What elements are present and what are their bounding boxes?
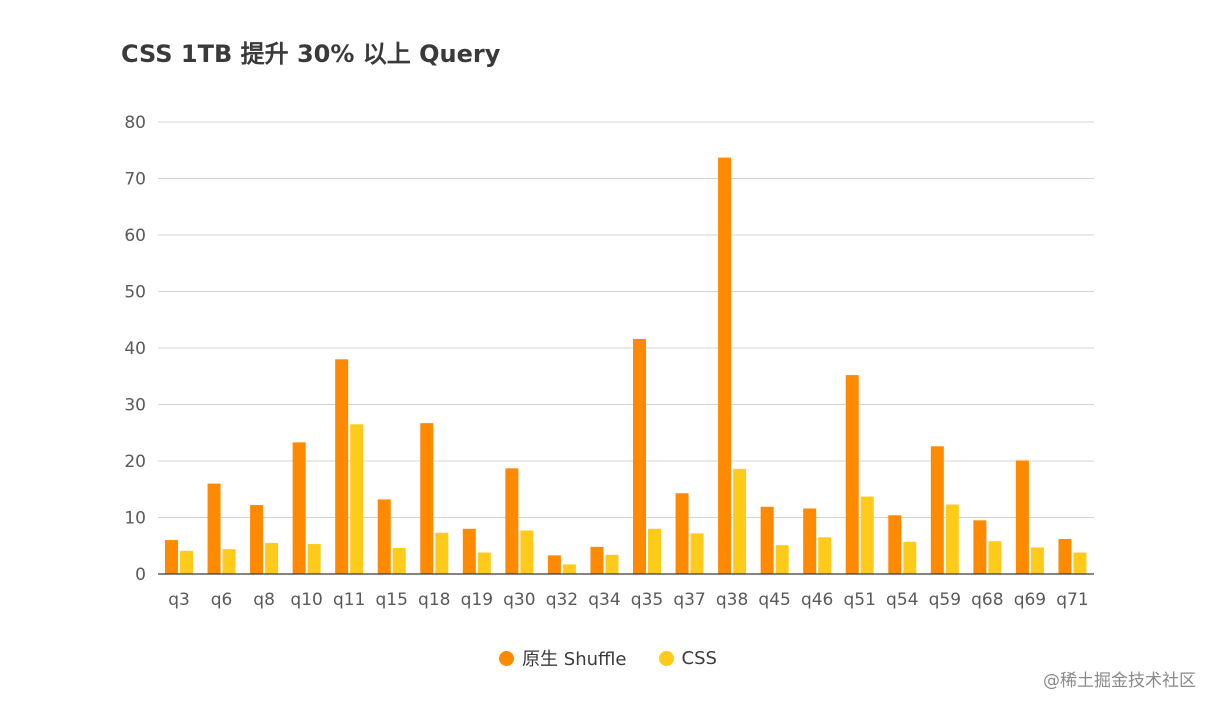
bar-series-2-q8 <box>265 542 279 574</box>
x-tick-label: q37 <box>673 590 705 610</box>
bar-series-1-q59 <box>930 446 944 574</box>
bar-series-2-q6 <box>222 549 236 574</box>
bar-series-1-q35 <box>633 338 646 574</box>
bar-series-2-q46 <box>818 537 832 574</box>
legend-item-series-2[interactable]: CSS <box>658 645 717 671</box>
bar-series-2-q71 <box>1073 552 1087 574</box>
bar-series-2-q34 <box>605 554 619 574</box>
bar-series-1-q45 <box>760 506 774 574</box>
bar-series-1-q6 <box>207 483 221 574</box>
bar-series-2-q51 <box>860 496 874 574</box>
bar-series-1-q15 <box>377 499 391 574</box>
y-tick-label: 70 <box>124 170 146 190</box>
x-tick-label: q71 <box>1056 590 1088 610</box>
y-tick-label: 0 <box>135 565 146 585</box>
x-tick-label: q8 <box>253 590 275 610</box>
bar-series-2-q59 <box>945 504 959 574</box>
bar-series-1-q30 <box>505 468 519 574</box>
bar-series-2-q69 <box>1030 547 1044 574</box>
watermark-text: @稀土掘金技术社区 <box>1043 671 1196 691</box>
x-tick-label: q6 <box>211 590 233 610</box>
x-tick-label: q51 <box>844 590 876 610</box>
bar-series-2-q32 <box>562 564 576 574</box>
bar-series-2-q38 <box>733 468 747 574</box>
bar-series-2-q68 <box>988 541 1002 574</box>
bar-series-2-q37 <box>690 533 704 574</box>
bar-series-1-q11 <box>335 359 349 574</box>
y-tick-label: 80 <box>124 113 146 133</box>
legend-item-series-1[interactable]: 原生 Shuffle <box>499 645 627 671</box>
bar-series-2-q11 <box>350 424 364 574</box>
bar-series-1-q3 <box>165 540 178 574</box>
x-tick-label: q69 <box>1014 590 1046 610</box>
bar-series-1-q34 <box>590 546 604 574</box>
y-tick-label: 60 <box>124 226 146 246</box>
bar-series-1-q38 <box>718 157 732 574</box>
chart-legend: 原生 Shuffle CSS <box>0 645 1216 671</box>
x-tick-label: q54 <box>886 590 918 610</box>
bar-series-1-q51 <box>845 375 859 574</box>
x-tick-label: q68 <box>971 590 1003 610</box>
bar-series-2-q15 <box>392 548 406 574</box>
bar-series-1-q68 <box>973 520 987 574</box>
bar-series-1-q71 <box>1058 538 1072 574</box>
y-tick-label: 10 <box>124 509 146 529</box>
bar-series-1-q10 <box>292 442 306 574</box>
bar-series-1-q18 <box>420 423 434 574</box>
bar-series-2-q10 <box>307 544 321 574</box>
x-tick-label: q10 <box>290 590 322 610</box>
legend-label-series-2: CSS <box>681 647 717 669</box>
legend-swatch-series-2 <box>658 650 674 666</box>
bar-series-1-q54 <box>888 515 902 574</box>
bar-series-1-q69 <box>1015 460 1029 574</box>
x-tick-label: q32 <box>546 590 578 610</box>
bar-series-2-q3 <box>180 550 193 574</box>
legend-swatch-series-1 <box>499 650 515 666</box>
bar-series-1-q19 <box>462 528 476 574</box>
x-tick-label: q19 <box>461 590 493 610</box>
x-tick-label: q3 <box>168 590 190 610</box>
bar-series-2-q30 <box>520 530 534 574</box>
y-tick-label: 50 <box>124 283 146 303</box>
y-tick-label: 40 <box>124 339 146 359</box>
x-tick-label: q15 <box>376 590 408 610</box>
bar-series-1-q37 <box>675 493 689 574</box>
bar-series-2-q18 <box>435 532 449 574</box>
y-tick-label: 20 <box>124 452 146 472</box>
x-tick-label: q38 <box>716 590 748 610</box>
chart-title: CSS 1TB 提升 30% 以上 Query <box>121 40 501 68</box>
bar-series-2-q45 <box>775 545 789 574</box>
x-tick-label: q46 <box>801 590 833 610</box>
bar-series-1-q46 <box>803 508 817 574</box>
legend-label-series-1: 原生 Shuffle <box>522 649 627 670</box>
x-tick-label: q35 <box>631 590 663 610</box>
bar-series-1-q8 <box>250 505 264 574</box>
x-tick-label: q34 <box>588 590 620 610</box>
bar-series-1-q32 <box>547 555 561 574</box>
y-tick-label: 30 <box>124 396 146 416</box>
x-tick-label: q18 <box>418 590 450 610</box>
bar-series-2-q35 <box>648 528 661 574</box>
x-tick-label: q45 <box>758 590 790 610</box>
x-tick-label: q59 <box>929 590 961 610</box>
bar-series-2-q19 <box>477 552 491 574</box>
bar-series-2-q54 <box>903 541 917 574</box>
x-tick-label: q30 <box>503 590 535 610</box>
x-tick-label: q11 <box>333 590 365 610</box>
